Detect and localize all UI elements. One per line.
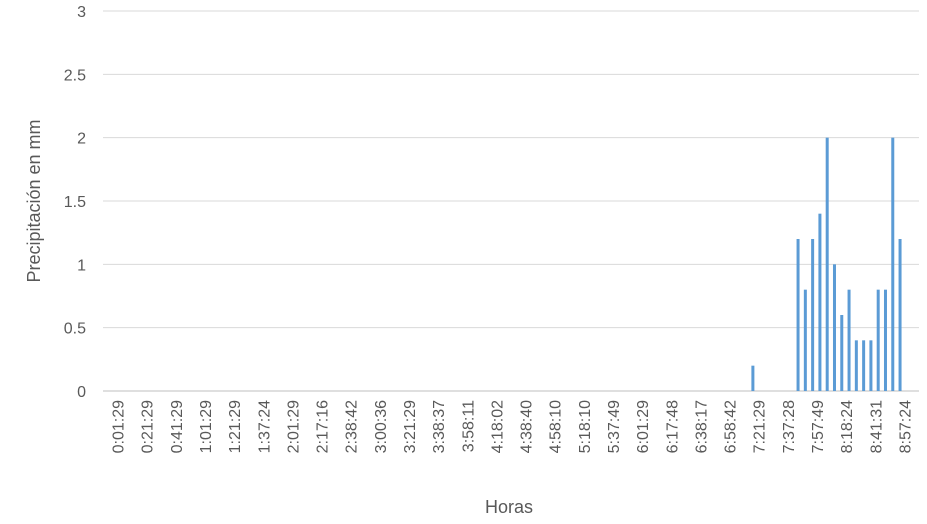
y-tick-label: 0.5 xyxy=(64,321,86,338)
x-tick-label: 3:38:37 xyxy=(431,400,448,453)
y-axis-label: Precipitación en mm xyxy=(24,119,44,282)
bar xyxy=(818,213,822,391)
bar xyxy=(898,239,902,391)
bar xyxy=(832,264,836,391)
x-tick-label: 6:01:29 xyxy=(635,400,652,453)
x-tick-label: 6:38:17 xyxy=(693,400,710,453)
y-tick-label: 1.5 xyxy=(64,194,86,211)
y-tick-label: 2.5 xyxy=(64,67,86,84)
x-tick-label: 5:18:10 xyxy=(577,400,594,453)
gridlines xyxy=(103,10,919,392)
x-tick-label: 6:17:48 xyxy=(664,400,681,453)
bar xyxy=(847,289,851,391)
bar xyxy=(876,289,880,391)
x-tick-label: 4:18:02 xyxy=(489,400,506,453)
x-tick-label: 0:41:29 xyxy=(169,400,186,453)
bar xyxy=(840,315,844,391)
bar xyxy=(811,239,815,391)
bar xyxy=(825,137,829,391)
bar xyxy=(883,289,887,391)
bar xyxy=(862,340,866,391)
x-tick-label: 0:01:29 xyxy=(111,400,128,453)
x-tick-label: 0:21:29 xyxy=(140,400,157,453)
x-axis-label: Horas xyxy=(485,497,533,517)
y-tick-labels: 0 0.5 1 1.5 2 2.5 3 xyxy=(64,4,86,401)
x-tick-label: 1:01:29 xyxy=(198,400,215,453)
y-tick-label: 2 xyxy=(77,131,86,148)
bar xyxy=(796,239,800,391)
x-tick-label: 2:17:16 xyxy=(315,400,332,453)
x-tick-label: 7:37:28 xyxy=(781,400,798,453)
bar xyxy=(891,137,895,391)
x-tick-label: 8:18:24 xyxy=(839,400,856,453)
x-tick-label: 1:37:24 xyxy=(256,400,273,453)
x-tick-label: 6:58:42 xyxy=(723,400,740,453)
bars xyxy=(751,137,902,391)
y-tick-label: 1 xyxy=(77,257,86,274)
x-tick-label: 2:01:29 xyxy=(285,400,302,453)
x-tick-label: 7:57:49 xyxy=(810,400,827,453)
x-tick-label: 5:37:49 xyxy=(606,400,623,453)
x-tick-label: 3:21:29 xyxy=(402,400,419,453)
x-tick-label: 3:58:11 xyxy=(460,400,477,452)
bar xyxy=(854,340,858,391)
bar xyxy=(803,289,807,391)
x-tick-labels: 0:01:29 0:21:29 0:41:29 1:01:29 1:21:29 1:37:… xyxy=(111,400,915,453)
y-tick-label: 3 xyxy=(77,4,86,21)
x-tick-label: 2:38:42 xyxy=(344,400,361,453)
x-tick-label: 4:38:40 xyxy=(519,400,536,453)
y-tick-label: 0 xyxy=(77,384,86,401)
x-tick-label: 4:58:10 xyxy=(548,400,565,453)
x-tick-label: 7:21:29 xyxy=(752,400,769,453)
x-tick-label: 8:41:31 xyxy=(868,400,885,453)
x-tick-label: 3:00:36 xyxy=(373,400,390,453)
x-tick-label: 8:57:24 xyxy=(897,400,914,453)
x-tick-label: 1:21:29 xyxy=(227,400,244,453)
bar xyxy=(751,365,755,391)
bar xyxy=(869,340,873,391)
